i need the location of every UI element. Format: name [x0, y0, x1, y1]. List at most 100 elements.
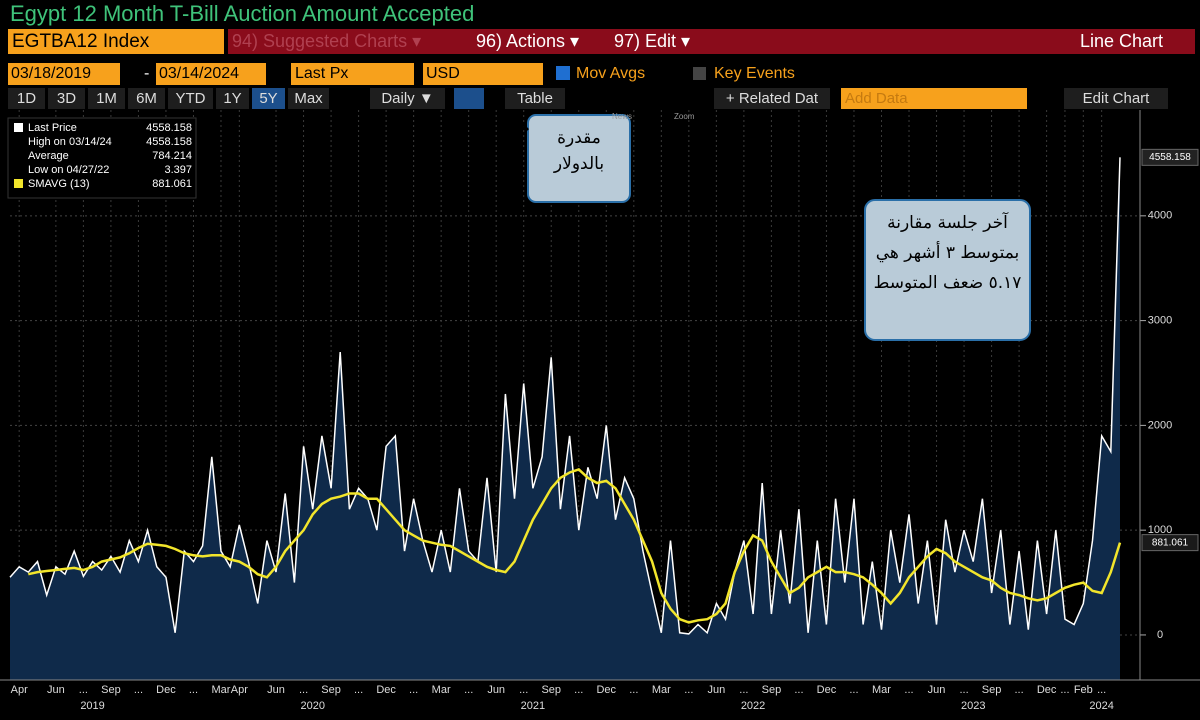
- note-box: [864, 199, 1031, 341]
- menu-item[interactable]: 94) Suggested Charts ▾: [232, 31, 422, 51]
- y-tick-label: 3000: [1148, 315, 1172, 327]
- start-date[interactable]: 03/18/2019: [8, 63, 120, 85]
- x-tick-label: Apr: [231, 684, 248, 696]
- legend-value: 4558.158: [146, 122, 192, 134]
- x-tick-label: Sep: [762, 684, 782, 696]
- x-tick-label: Mar: [212, 684, 231, 696]
- x-tick-label: Dec: [596, 684, 616, 696]
- legend-value: 784.214: [152, 150, 192, 162]
- add-data[interactable]: Add Data: [841, 88, 1027, 109]
- line: [28, 467, 1122, 624]
- legend-label: Average: [28, 150, 69, 162]
- x-tick-label: ...: [299, 684, 308, 696]
- legend-swatch: [14, 179, 23, 188]
- year-label: 2021: [521, 700, 545, 712]
- year-label: 2019: [80, 700, 104, 712]
- table-button[interactable]: Table: [505, 88, 565, 109]
- range-button[interactable]: 6M: [128, 88, 165, 109]
- x-tick-label: ...: [739, 684, 748, 696]
- x-tick-label: Dec: [376, 684, 396, 696]
- legend-value: 4558.158: [146, 136, 192, 148]
- legend-label: SMAVG (13): [28, 178, 90, 190]
- x-tick-label: Sep: [982, 684, 1002, 696]
- range-button[interactable]: 1D: [8, 88, 45, 109]
- x-tick-label: Jun: [47, 684, 65, 696]
- x-tick-label: ...: [409, 684, 418, 696]
- x-tick-label: ...: [1097, 684, 1106, 696]
- field[interactable]: Last Px: [291, 63, 414, 85]
- year-label: 2024: [1089, 700, 1113, 712]
- note-wrap: آخر جلسة مقارنة بمتوسط ٣ أشهر هي ٥.١٧ ضع…: [874, 213, 1022, 293]
- y-tick-label: 2000: [1148, 419, 1172, 431]
- range-button[interactable]: 1M: [88, 88, 125, 109]
- end-date[interactable]: 03/14/2024: [156, 63, 266, 85]
- ticker[interactable]: EGTBA12 Index: [8, 29, 224, 54]
- x-tick-label: Mar: [872, 684, 891, 696]
- x-tick-label: ...: [464, 684, 473, 696]
- legend-value: 3.397: [164, 164, 192, 176]
- menu-bar: [228, 29, 1195, 54]
- year-label: 2022: [741, 700, 765, 712]
- checkbox[interactable]: [556, 66, 570, 80]
- range-button[interactable]: 1Y: [216, 88, 249, 109]
- mini-tool[interactable]: Zoom: [674, 112, 695, 121]
- x-tick-label: Dec: [817, 684, 837, 696]
- mov-avgs[interactable]: Mov Avgs: [576, 65, 646, 82]
- x-tick-label: ...: [904, 684, 913, 696]
- x-tick-label: Dec: [1037, 684, 1057, 696]
- key-events[interactable]: Key Events: [714, 65, 795, 82]
- x-tick-label: ...: [794, 684, 803, 696]
- line: [9, 157, 1121, 635]
- chart-icon[interactable]: [454, 88, 484, 109]
- year-label: 2020: [300, 700, 324, 712]
- checkbox[interactable]: [693, 67, 706, 80]
- year-label: 2023: [961, 700, 985, 712]
- legend: Last Price 4558.158 High on 03/14/24 4558.1…: [14, 122, 192, 190]
- x-tick-label: Sep: [321, 684, 341, 696]
- x-tick-label: Jun: [928, 684, 946, 696]
- x-tick-label: ...: [354, 684, 363, 696]
- y-tick-label: 1000: [1148, 524, 1172, 536]
- x-tick-label: Mar: [432, 684, 451, 696]
- x-tick-label: ...: [684, 684, 693, 696]
- chart-kind: Line Chart: [1080, 31, 1164, 51]
- edit-chart[interactable]: Edit Chart: [1064, 88, 1168, 109]
- range-button[interactable]: 5Y: [252, 88, 285, 109]
- related-data[interactable]: + Related Dat: [714, 88, 830, 109]
- range-button[interactable]: 3D: [48, 88, 85, 109]
- x-tick-label: Sep: [541, 684, 561, 696]
- x-tick-label: ...: [959, 684, 968, 696]
- x-tick-label: ...: [574, 684, 583, 696]
- x-tick-label: ...: [519, 684, 528, 696]
- x-tick-label: ...: [629, 684, 638, 696]
- x-tick-label: Jun: [267, 684, 285, 696]
- x-tick-label: ...: [1015, 684, 1024, 696]
- x-tick-label: Jun: [487, 684, 505, 696]
- menu-item[interactable]: 97) Edit ▾: [614, 31, 691, 51]
- frequency[interactable]: Daily ▼: [370, 88, 445, 109]
- x-tick-label: ...: [1060, 684, 1069, 696]
- x-tick-label: Dec: [156, 684, 176, 696]
- x-tick-label: ...: [849, 684, 858, 696]
- range-button[interactable]: YTD: [168, 88, 213, 109]
- x-tick-label: Jun: [707, 684, 725, 696]
- mini-tool[interactable]: News: [612, 112, 633, 121]
- currency[interactable]: USD: [423, 63, 543, 85]
- x-tick-label: ...: [134, 684, 143, 696]
- legend-label: Low on 04/27/22: [28, 164, 109, 176]
- x-tick-label: Mar: [652, 684, 671, 696]
- price-tag-label: 4558.158: [1149, 152, 1191, 163]
- price-tag: [1141, 534, 1199, 552]
- legend-label: High on 03/14/24: [28, 136, 112, 148]
- window-title: Egypt 12 Month T-Bill Auction Amount Acc…: [0, 0, 1200, 27]
- x-tick-label: Feb: [1074, 684, 1093, 696]
- annotation: مقدرة بالدولار: [553, 128, 605, 174]
- range-button[interactable]: Max: [288, 88, 329, 109]
- y-tick-label: 0: [1157, 629, 1163, 641]
- menu-item[interactable]: 96) Actions ▾: [476, 31, 580, 51]
- note-box: [527, 114, 631, 203]
- x-tick-label: Apr: [11, 684, 28, 696]
- legend-label: Last Price: [28, 122, 77, 134]
